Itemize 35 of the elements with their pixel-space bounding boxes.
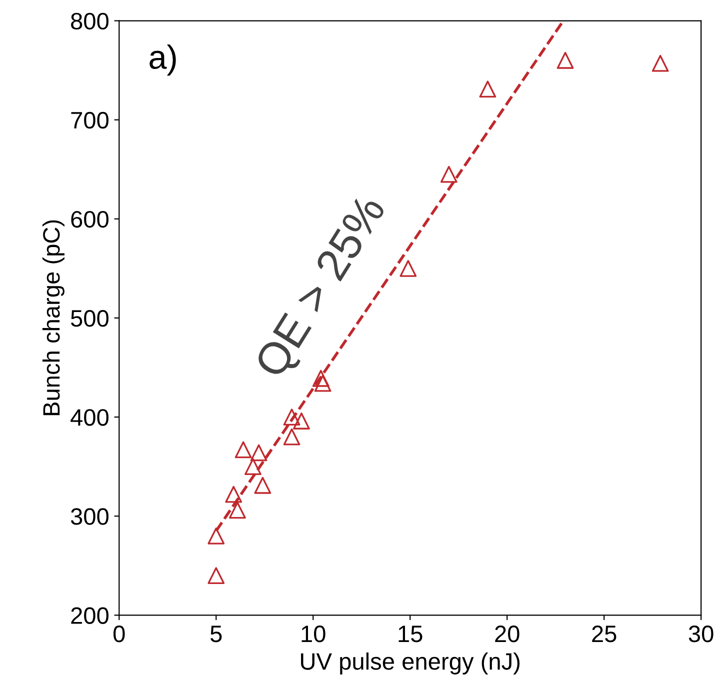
point <box>244 458 262 476</box>
point <box>234 441 252 458</box>
point <box>225 486 242 503</box>
x-tick-label: 15 <box>398 626 422 642</box>
point <box>208 567 225 584</box>
x-tick-label: 0 <box>113 626 125 642</box>
point <box>208 527 225 544</box>
y-tick-label: 300 <box>70 508 108 525</box>
x-axis-title: UV pulse energy (nJ) <box>301 652 520 674</box>
point <box>556 52 574 69</box>
point <box>314 374 332 392</box>
point <box>652 54 669 72</box>
x-tick-label: 30 <box>688 626 714 642</box>
point <box>400 260 417 277</box>
y-tick-label: 600 <box>71 210 108 228</box>
y-tick-label: 700 <box>71 112 108 129</box>
y-tick-label: 200 <box>71 607 108 624</box>
point <box>312 370 330 387</box>
point <box>250 444 268 462</box>
y-tick-label: 800 <box>71 12 108 30</box>
point <box>254 476 272 494</box>
annotation: a) <box>150 44 176 76</box>
x-tick-label: 5 <box>210 626 222 642</box>
x-tick-label: 20 <box>495 626 520 642</box>
y-axis-title: Bunch charge (pC) <box>42 220 64 416</box>
point <box>440 166 458 183</box>
y-tick-label: 500 <box>70 310 108 327</box>
y-tick-label: 400 <box>70 409 108 426</box>
point <box>283 428 300 446</box>
point <box>229 502 246 519</box>
x-tick-label: 10 <box>302 626 326 642</box>
point <box>283 408 300 426</box>
point <box>293 412 310 430</box>
point <box>479 80 496 98</box>
x-tick-label: 25 <box>592 626 616 642</box>
